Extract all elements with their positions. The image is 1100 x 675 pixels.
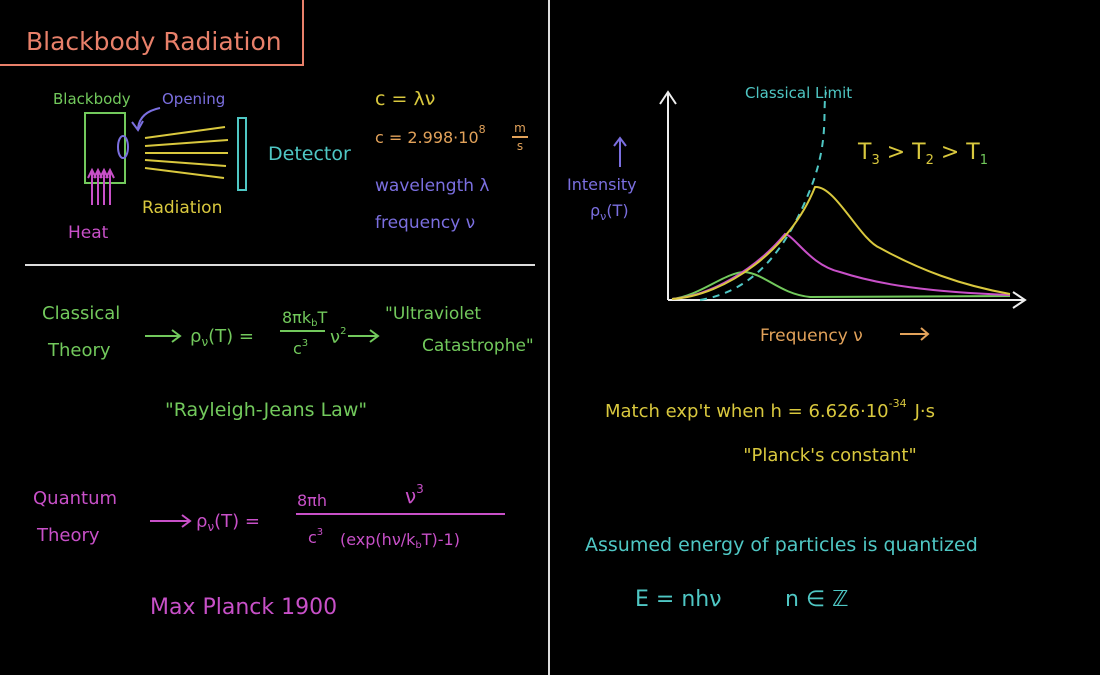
arrow — [613, 136, 627, 167]
label: Detector — [268, 143, 351, 165]
equation: n ∈ ℤ — [785, 587, 848, 612]
arrow — [900, 327, 930, 341]
numerator: 8πkbT — [282, 308, 327, 329]
numerator: 8πh — [297, 491, 327, 510]
denominator: (exp(hν/kbT)-1) — [340, 530, 460, 551]
denominator: c3 — [308, 527, 323, 547]
text: (T) = — [208, 326, 254, 347]
superscript: 3 — [302, 338, 308, 349]
equation: c = 2.998·108 — [375, 123, 486, 147]
arrow — [348, 329, 380, 343]
legend: T3 > T2 > T1 — [857, 140, 988, 168]
text: c — [293, 339, 302, 358]
label: Radiation — [142, 198, 222, 218]
subscript: b — [415, 540, 421, 551]
subscript: 2 — [926, 153, 934, 168]
subscript: 1 — [980, 153, 988, 168]
denominator: c3 — [293, 338, 308, 358]
subscript: 3 — [871, 153, 879, 168]
arrow — [150, 514, 192, 528]
text: Match exp't when h = 6.626·10 — [605, 401, 889, 422]
label: "Ultraviolet — [385, 304, 481, 324]
superscript: 3 — [317, 527, 323, 538]
label: wavelength λ — [375, 176, 490, 196]
statement: Assumed energy of particles is quantized — [585, 534, 978, 556]
label: Theory — [47, 340, 111, 361]
text: J·s — [914, 401, 935, 422]
text: c — [308, 528, 317, 547]
text: T)-1) — [421, 530, 460, 549]
text: 8πk — [282, 308, 312, 327]
superscript: 2 — [340, 326, 346, 337]
axes — [659, 90, 1027, 309]
subscript: ν — [201, 335, 208, 349]
arrow — [131, 107, 161, 132]
text: T — [857, 140, 872, 165]
label: "Rayleigh-Jeans Law" — [165, 399, 367, 421]
unit: s — [517, 139, 523, 153]
curve-t2 — [671, 232, 1011, 300]
text: (T) — [606, 201, 628, 220]
axis-label: ρν(T) — [590, 201, 629, 223]
text: ρ — [196, 511, 207, 532]
label: Blackbody — [53, 90, 131, 108]
factor: ν2 — [330, 326, 346, 348]
label: Quantum — [33, 488, 117, 509]
text: ρ — [190, 326, 201, 347]
label: Theory — [36, 525, 100, 546]
unit: m — [514, 121, 526, 135]
text: c = 2.998·10 — [375, 128, 479, 147]
title: Blackbody Radiation — [26, 27, 282, 56]
equation: c = λν — [375, 88, 435, 110]
equation: ρν(T) = — [196, 511, 260, 534]
axis-label: Intensity — [567, 175, 637, 194]
label: Opening — [162, 90, 225, 108]
superscript: 8 — [479, 123, 486, 136]
text: ν — [330, 327, 340, 348]
curve-label: Classical Limit — [745, 84, 852, 102]
subscript: ν — [600, 210, 606, 223]
equation: ρν(T) = — [190, 326, 254, 349]
curve-t3 — [671, 185, 1011, 300]
arrow — [145, 329, 182, 343]
label: "Planck's constant" — [743, 445, 916, 466]
equation: E = nhν — [635, 587, 722, 612]
subscript: ν — [207, 520, 214, 534]
text: ν — [405, 484, 416, 508]
label: Heat — [68, 223, 109, 243]
radiation-lines — [144, 126, 229, 179]
label: Max Planck 1900 — [150, 595, 337, 620]
statement: Match exp't when h = 6.626·10-34 J·s — [605, 397, 935, 422]
label: frequency ν — [375, 213, 475, 233]
superscript: -34 — [889, 397, 907, 410]
axis-label: Frequency ν — [760, 326, 863, 346]
superscript: 3 — [416, 482, 424, 496]
label: Catastrophe" — [422, 336, 534, 356]
heat-arrows — [87, 167, 115, 205]
text: ρ — [590, 201, 600, 220]
label: Classical — [42, 303, 120, 324]
subscript: b — [311, 318, 317, 329]
title-box — [0, 0, 304, 66]
text: > T — [880, 140, 926, 165]
numerator: ν3 — [405, 482, 424, 508]
text: (T) = — [214, 511, 260, 532]
text: (exp(hν/k — [340, 530, 416, 549]
text: > T — [934, 140, 980, 165]
classical-curve — [699, 91, 827, 301]
text: T — [316, 308, 327, 327]
detector — [237, 117, 247, 191]
opening — [117, 135, 129, 159]
